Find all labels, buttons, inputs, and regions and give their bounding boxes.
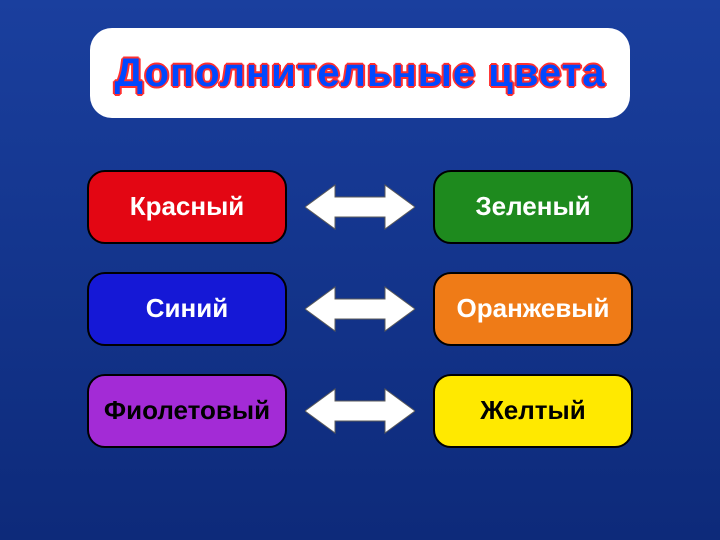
color-pill-right: Желтый: [433, 374, 633, 448]
pair-rows: Красный Зеленый Синий Оранжевый: [0, 170, 720, 476]
double-arrow-icon: [305, 283, 415, 335]
color-pill-left: Фиолетовый: [87, 374, 287, 448]
color-pill-label: Оранжевый: [457, 295, 610, 322]
pair-row: Красный Зеленый: [0, 170, 720, 244]
color-pill-label: Фиолетовый: [104, 397, 270, 424]
color-pill-left: Синий: [87, 272, 287, 346]
double-arrow-icon: [305, 181, 415, 233]
slide-stage: Дополнительные цвета Красный Зеленый Син…: [0, 0, 720, 540]
title-box: Дополнительные цвета: [90, 28, 630, 118]
title-text: Дополнительные цвета: [115, 51, 606, 96]
color-pill-label: Зеленый: [475, 193, 590, 220]
color-pill-left: Красный: [87, 170, 287, 244]
color-pill-right: Зеленый: [433, 170, 633, 244]
pair-row: Фиолетовый Желтый: [0, 374, 720, 448]
color-pill-label: Желтый: [480, 397, 585, 424]
double-arrow-icon: [305, 385, 415, 437]
pair-row: Синий Оранжевый: [0, 272, 720, 346]
color-pill-label: Синий: [146, 295, 228, 322]
color-pill-label: Красный: [130, 193, 245, 220]
color-pill-right: Оранжевый: [433, 272, 633, 346]
